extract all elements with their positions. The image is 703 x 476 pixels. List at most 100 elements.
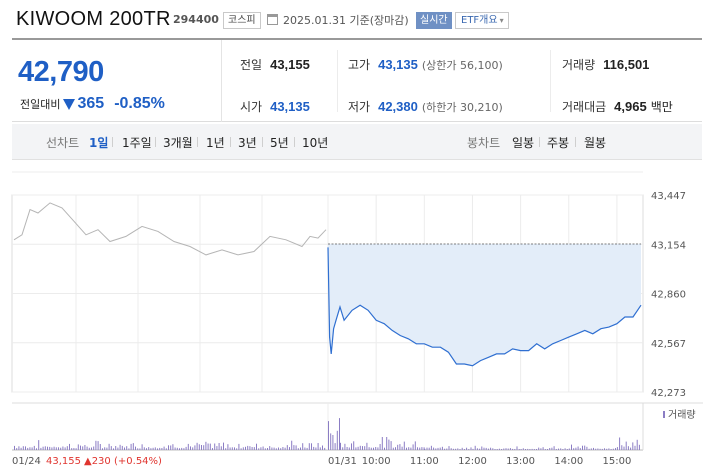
volume-bar [275, 448, 277, 450]
volume-bar [582, 445, 583, 450]
volume-bar [280, 448, 282, 450]
volume-bar [313, 446, 315, 450]
volume-bar [481, 446, 483, 450]
volume-bar [93, 446, 95, 450]
volume-bar [64, 447, 66, 450]
volume-bar [88, 447, 90, 450]
low-value: 42,380 [378, 99, 418, 114]
volume-bar [240, 448, 242, 450]
candle-daily[interactable]: 일봉 [512, 136, 535, 150]
volume-bar [417, 447, 418, 450]
volume-bar [428, 447, 430, 450]
x-tick-label: 01/24 [12, 456, 41, 467]
volume-bar [579, 448, 581, 450]
volume-bar [468, 449, 470, 450]
separator [262, 137, 263, 147]
period-1w[interactable]: 1주일 [122, 136, 152, 150]
down-triangle-icon [63, 98, 76, 110]
fund-code: 294400 [173, 13, 219, 26]
volume-bar [348, 447, 350, 450]
volume-bar [207, 443, 209, 450]
volume-bar [293, 445, 295, 450]
period-5y[interactable]: 5년 [270, 136, 289, 150]
volume-bar [216, 446, 218, 450]
volume-bar [80, 445, 81, 450]
separator [155, 137, 156, 147]
volume-bar [18, 446, 20, 450]
candle-monthly[interactable]: 월봉 [584, 136, 607, 150]
volume-bar [51, 447, 53, 450]
period-3m[interactable]: 3개월 [163, 136, 193, 150]
volume-bar [555, 449, 557, 450]
volume-bar [75, 448, 77, 450]
volume-bar [386, 437, 388, 450]
separator [112, 137, 113, 147]
volume-bar [179, 448, 180, 450]
volume-bar [102, 448, 103, 450]
volume-bar [53, 446, 55, 450]
price-chart[interactable]: 43,447 43,154 42,860 42,567 42,273 거래량 01/24… [0, 160, 703, 476]
volume-bar [547, 449, 548, 450]
quote-box: 42,790 전일대비 365 -0.85% 전일 43,155 시가 43,135… [12, 38, 702, 122]
volume-bar [573, 448, 575, 450]
volume-bar [492, 448, 494, 450]
volume-bar [406, 447, 407, 450]
candle-weekly[interactable]: 주봉 [547, 136, 570, 150]
volume-bar [297, 448, 299, 450]
volume-bar [143, 447, 145, 450]
separator [230, 137, 231, 147]
volume-bar [242, 447, 244, 450]
volume-bar [328, 421, 329, 450]
volume-bar [399, 444, 401, 450]
volume-bar [446, 448, 448, 450]
volume-bar [311, 443, 312, 450]
volume-bar [119, 444, 121, 450]
volume-bar [14, 445, 15, 450]
period-1d[interactable]: 1일 [89, 136, 109, 150]
period-10y[interactable]: 10년 [302, 136, 329, 150]
volume-bar [336, 430, 338, 450]
volume-bar [256, 443, 257, 450]
volume-bar [203, 445, 205, 450]
volume-bar [245, 446, 246, 450]
volume-bar [234, 447, 235, 450]
period-3y[interactable]: 3년 [238, 136, 257, 150]
etf-overview-button[interactable]: ETF개요 ▾ [455, 12, 509, 29]
price-area: 42,790 전일대비 365 -0.85% [12, 40, 222, 122]
volume-bar [201, 445, 202, 450]
volume-bar [308, 443, 310, 450]
volume-bar [115, 446, 117, 450]
volume-bar [362, 446, 363, 450]
period-1y[interactable]: 1년 [206, 136, 225, 150]
volume-bar [135, 446, 136, 450]
volume-bar [430, 445, 432, 450]
period-bar: 선차트 1일 1주일 3개월 1년 3년 5년 10년 봉차트 일봉 주봉 월봉 [12, 124, 702, 160]
volume-bar [304, 447, 306, 450]
volume-bar [161, 448, 163, 450]
volume-bar [514, 449, 516, 450]
y-tick-label: 43,154 [651, 240, 686, 251]
volume-bar [634, 445, 636, 450]
volume-bar [423, 447, 425, 450]
volume-bar [16, 448, 18, 450]
volume-bar [126, 446, 128, 450]
y-tick-label: 42,567 [651, 339, 686, 350]
volume-bar [351, 443, 352, 450]
volume-bar [522, 448, 524, 450]
volume-bar [128, 448, 130, 450]
volume-bar [282, 447, 284, 450]
live-badge[interactable]: 실시간 [416, 12, 452, 29]
y-tick-label: 43,447 [651, 191, 686, 202]
volume-bar [300, 447, 301, 450]
volume-bar [205, 441, 207, 450]
volume-bar [69, 443, 70, 450]
volume-bar [375, 447, 377, 450]
volume-bar [616, 447, 618, 450]
volume-bar [485, 447, 487, 450]
volume-bar [106, 447, 108, 450]
amount-label: 거래대금 [562, 100, 607, 114]
volume-bar [457, 448, 459, 450]
volume-bar [562, 449, 564, 450]
volume-bar [595, 448, 597, 450]
volume-bar [223, 442, 224, 450]
